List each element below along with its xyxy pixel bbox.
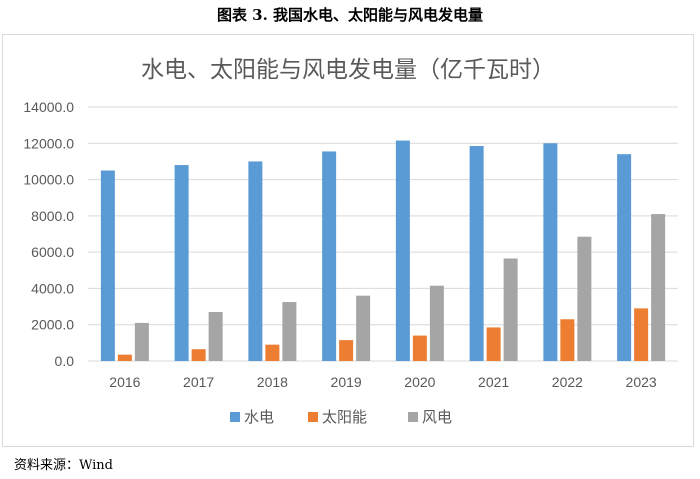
legend-label-太阳能: 太阳能: [322, 408, 367, 426]
bar-chart: 水电、太阳能与风电发电量（亿千瓦时） 0.0 2000.0 4000.0 6000.0 8…: [23, 57, 678, 426]
x-tick-label: 2017: [183, 374, 214, 390]
bar-太阳能-2023: [634, 308, 649, 361]
bar-水电-2021: [469, 146, 484, 361]
bar-风电-2019: [356, 295, 371, 361]
bar-风电-2016: [134, 322, 149, 361]
source-note: 资料来源：Wind: [14, 458, 113, 473]
bar-风电-2021: [503, 258, 518, 361]
bar-太阳能-2018: [265, 344, 280, 361]
bar-太阳能-2022: [560, 319, 575, 361]
legend-swatch-太阳能: [308, 412, 318, 422]
x-tick-label: 2019: [331, 374, 362, 390]
bar-风电-2022: [577, 236, 592, 361]
legend-swatch-水电: [230, 412, 240, 422]
y-tick-label: 14000.0: [23, 99, 74, 115]
x-tick-label: 2022: [552, 374, 583, 390]
y-tick-label: 8000.0: [31, 208, 74, 224]
x-tick-label: 2023: [626, 374, 657, 390]
bar-水电-2016: [100, 170, 115, 361]
bar-水电-2018: [248, 161, 263, 361]
legend-label-风电: 风电: [422, 408, 452, 426]
bar-水电-2019: [322, 151, 337, 361]
y-tick-label: 10000.0: [23, 172, 74, 188]
bar-风电-2020: [429, 285, 444, 361]
chart-area: 水电、太阳能与风电发电量（亿千瓦时） 0.0 2000.0 4000.0 6000.0 8…: [2, 34, 694, 447]
bar-太阳能-2016: [117, 354, 132, 361]
chart-title: 水电、太阳能与风电发电量（亿千瓦时）: [141, 57, 555, 83]
bar-太阳能-2021: [486, 327, 501, 361]
legend-label-水电: 水电: [244, 408, 274, 426]
y-tick-label: 12000.0: [23, 135, 74, 151]
figure-caption: 图表 3. 我国水电、太阳能与风电发电量: [216, 6, 484, 24]
x-tick-label: 2021: [478, 374, 509, 390]
y-tick-label: 6000.0: [31, 244, 74, 260]
y-tick-label: 4000.0: [31, 280, 74, 296]
x-tick-label: 2016: [109, 374, 140, 390]
x-tick-label: 2018: [257, 374, 288, 390]
bar-太阳能-2020: [412, 335, 427, 361]
bar-水电-2017: [174, 165, 189, 361]
bar-水电-2020: [395, 140, 410, 361]
bar-太阳能-2017: [191, 349, 206, 361]
bar-水电-2023: [617, 154, 632, 361]
bar-风电-2023: [651, 214, 666, 361]
y-tick-label: 2000.0: [31, 317, 74, 333]
legend-swatch-风电: [408, 412, 418, 422]
x-tick-label: 2020: [404, 374, 435, 390]
bar-风电-2017: [208, 312, 223, 361]
y-tick-label: 0.0: [55, 353, 75, 369]
bar-水电-2022: [543, 143, 558, 361]
bar-太阳能-2019: [339, 340, 354, 361]
bar-风电-2018: [282, 302, 297, 361]
